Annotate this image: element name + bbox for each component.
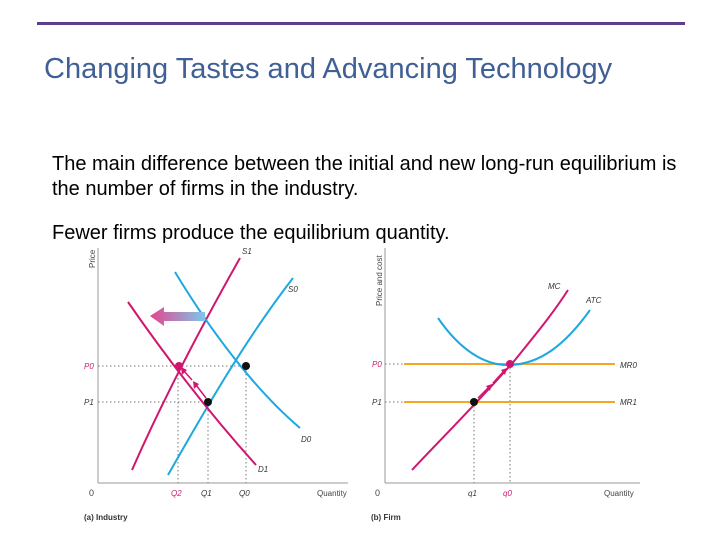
s1-label: S1 xyxy=(242,247,252,256)
d1-label: D1 xyxy=(258,465,268,474)
supply-shift-arrow xyxy=(150,307,205,326)
industry-panel-label: (a) Industry xyxy=(84,513,128,522)
firm-adjust-arrow-1 xyxy=(477,387,489,399)
firm-tick-p0: P0 xyxy=(372,360,382,369)
s0-curve xyxy=(167,277,294,476)
slide-title: Changing Tastes and Advancing Technology xyxy=(44,53,613,86)
industry-tick-p0: P0 xyxy=(84,362,94,371)
firm-point-q1 xyxy=(470,398,478,406)
industry-tick-p1: P1 xyxy=(84,398,94,407)
firm-tick-p1: P1 xyxy=(372,398,382,407)
firm-panel-label: (b) Firm xyxy=(371,513,401,522)
firm-tick-q0: q0 xyxy=(503,489,512,498)
firm-adjust-arrowhead-1 xyxy=(486,384,492,391)
industry-tick-q2: Q2 xyxy=(171,489,182,498)
firm-y-label: Price and cost xyxy=(375,255,384,306)
title-rule xyxy=(37,22,685,25)
mr1-label: MR1 xyxy=(620,398,637,407)
industry-adjust-arrow-2 xyxy=(183,370,193,381)
industry-adjust-arrow-1 xyxy=(195,384,207,399)
firm-x-label: Quantity xyxy=(604,489,634,498)
mc-label: MC xyxy=(548,282,561,291)
industry-x-label: Quantity xyxy=(317,489,347,498)
s0-label: S0 xyxy=(288,285,298,294)
industry-tick-q0: Q0 xyxy=(239,489,250,498)
industry-point-q2 xyxy=(175,362,183,370)
firm-panel: Price and cost Quantity 0 (b) Firm MC AT… xyxy=(371,248,640,522)
industry-y-label: Price xyxy=(88,249,97,268)
industry-adjust-arrowhead-2 xyxy=(181,367,187,375)
industry-point-q1 xyxy=(204,398,212,406)
industry-tick-q1: Q1 xyxy=(201,489,212,498)
d1-curve xyxy=(127,301,257,466)
body-paragraph-1: The main difference between the initial … xyxy=(52,153,677,200)
atc-label: ATC xyxy=(585,296,602,305)
industry-adjust-arrowhead-1 xyxy=(193,381,199,389)
industry-point-q0 xyxy=(242,362,250,370)
mr0-label: MR0 xyxy=(620,361,637,370)
firm-adjust-arrowhead-2 xyxy=(501,368,507,375)
s1-curve xyxy=(131,257,241,471)
industry-panel: Price Quantity 0 (a) Industry S1 S0 D0 D… xyxy=(84,247,348,522)
body-paragraph-2: Fewer firms produce the equilibrium quan… xyxy=(52,222,450,244)
industry-origin-label: 0 xyxy=(89,488,94,498)
mc-curve xyxy=(411,289,569,471)
firm-origin-label: 0 xyxy=(375,488,380,498)
firm-adjust-arrow-2 xyxy=(492,371,504,384)
firm-point-q0 xyxy=(506,360,514,368)
atc-curve xyxy=(437,309,591,367)
firm-tick-q1: q1 xyxy=(468,489,477,498)
d0-curve xyxy=(174,271,301,429)
d0-label: D0 xyxy=(301,435,312,444)
